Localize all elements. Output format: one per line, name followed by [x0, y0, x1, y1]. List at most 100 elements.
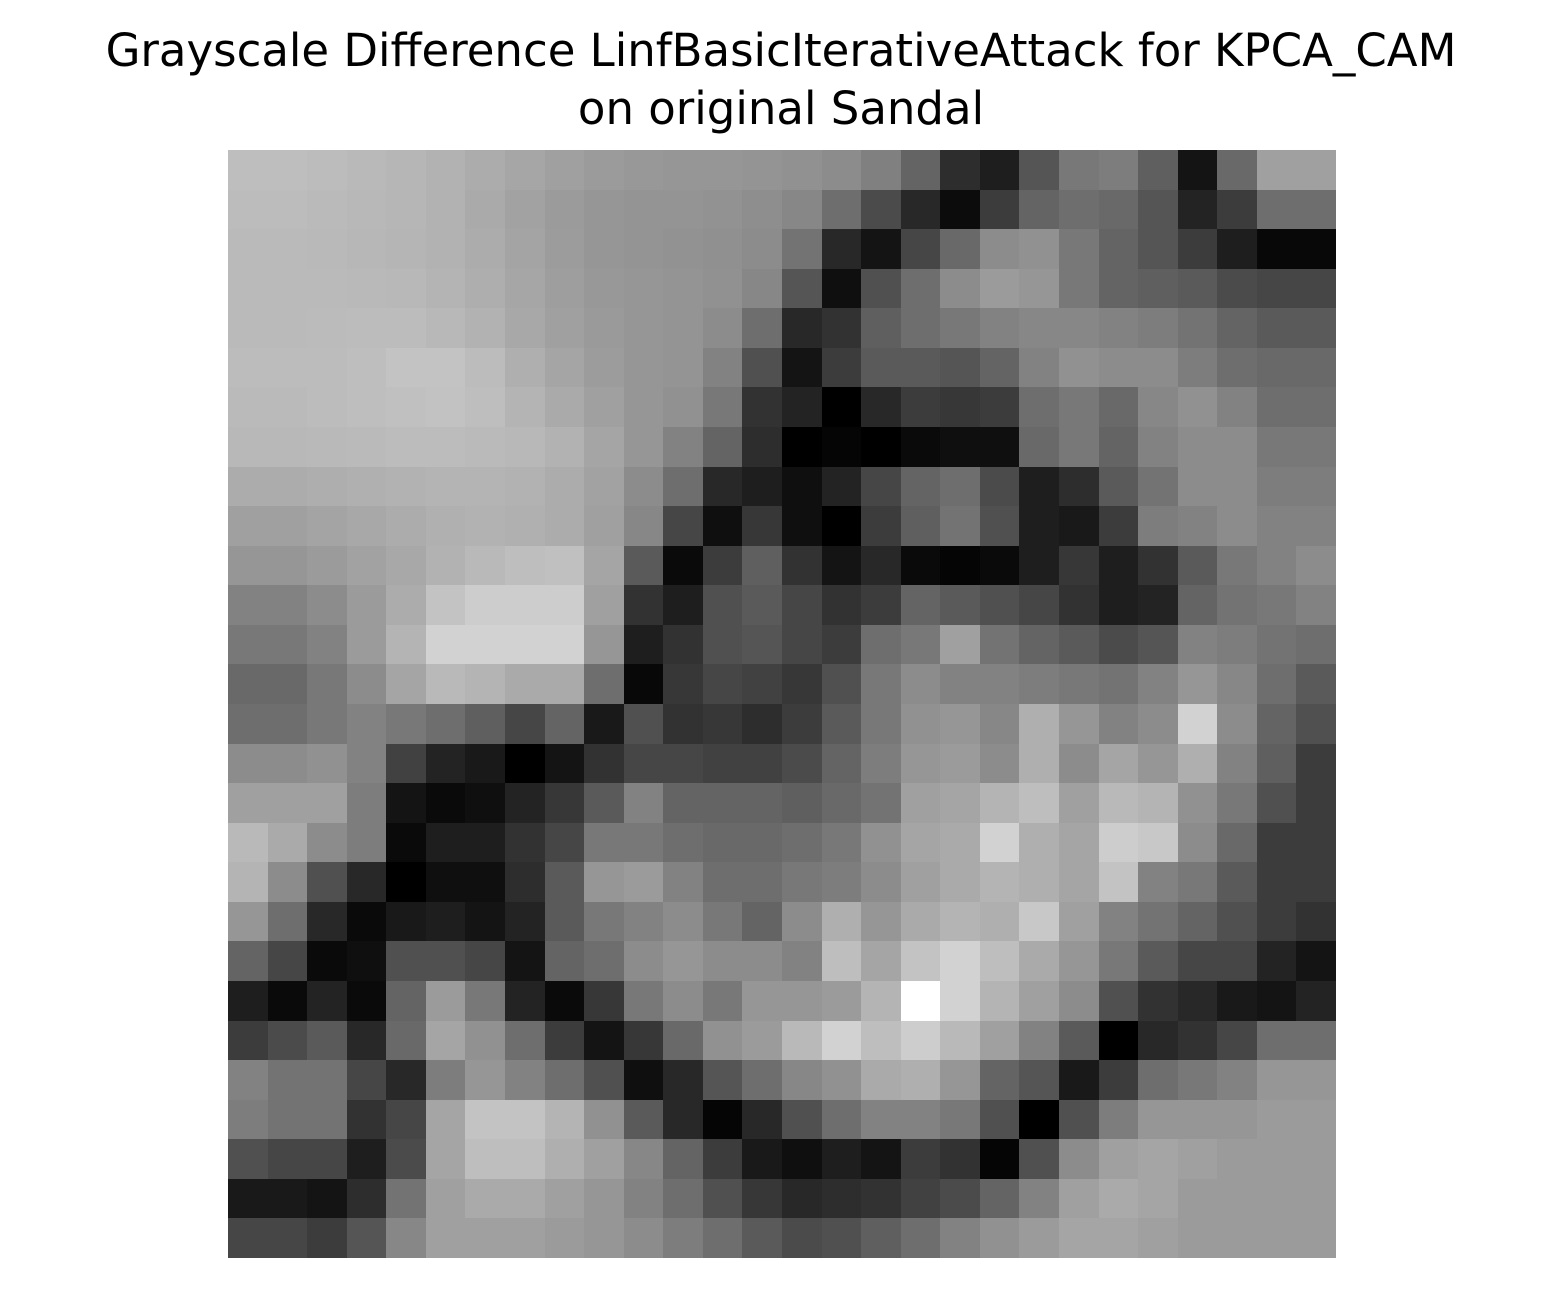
- heatmap-cell-r26-c13: [742, 1179, 782, 1218]
- heatmap-cell-r25-c24: [1178, 1139, 1217, 1179]
- heatmap-cell-r19-c20: [1019, 902, 1059, 941]
- heatmap-cell-r21-c18: [940, 981, 980, 1021]
- heatmap-cell-r18-c2: [307, 862, 347, 902]
- heatmap-cell-r5-c14: [782, 348, 822, 387]
- heatmap-cell-r11-c19: [980, 585, 1019, 625]
- heatmap-cell-r5-c9: [584, 348, 624, 387]
- heatmap-cell-r5-c27: [1296, 348, 1336, 387]
- heatmap-cell-r26-c11: [663, 1179, 703, 1218]
- heatmap-cell-r2-c2: [307, 229, 347, 269]
- heatmap-cell-r25-c0: [228, 1139, 268, 1179]
- heatmap-cell-r23-c9: [584, 1060, 624, 1100]
- heatmap-cell-r5-c18: [940, 348, 980, 387]
- heatmap-cell-r8-c2: [307, 467, 347, 506]
- heatmap-cell-r26-c17: [901, 1179, 940, 1218]
- heatmap-cell-r10-c5: [426, 546, 465, 585]
- heatmap-cell-r16-c19: [980, 783, 1019, 823]
- heatmap-cell-r0-c17: [901, 150, 940, 190]
- heatmap-cell-r15-c26: [1257, 744, 1296, 783]
- heatmap-cell-r22-c26: [1257, 1021, 1296, 1060]
- heatmap-cell-r23-c25: [1217, 1060, 1257, 1100]
- heatmap-cell-r27-c0: [228, 1218, 268, 1258]
- heatmap-cell-r17-c6: [465, 823, 505, 862]
- heatmap-cell-r19-c24: [1178, 902, 1217, 941]
- heatmap-cell-r13-c26: [1257, 664, 1296, 704]
- heatmap-cell-r16-c0: [228, 783, 268, 823]
- heatmap-cell-r20-c10: [624, 941, 663, 981]
- heatmap-cell-r1-c12: [703, 190, 742, 229]
- heatmap-cell-r8-c20: [1019, 467, 1059, 506]
- heatmap-cell-r4-c14: [782, 308, 822, 348]
- heatmap-cell-r8-c8: [545, 467, 584, 506]
- heatmap-cell-r2-c7: [505, 229, 545, 269]
- heatmap-cell-r10-c14: [782, 546, 822, 585]
- heatmap-cell-r26-c26: [1257, 1179, 1296, 1218]
- heatmap-cell-r0-c3: [347, 150, 386, 190]
- heatmap-cell-r6-c11: [663, 387, 703, 427]
- heatmap-cell-r3-c24: [1178, 269, 1217, 308]
- heatmap-cell-r3-c9: [584, 269, 624, 308]
- heatmap-cell-r4-c26: [1257, 308, 1296, 348]
- heatmap-cell-r17-c22: [1099, 823, 1138, 862]
- heatmap-cell-r9-c21: [1059, 506, 1099, 546]
- heatmap-cell-r20-c14: [782, 941, 822, 981]
- heatmap-cell-r2-c20: [1019, 229, 1059, 269]
- heatmap-cell-r4-c16: [861, 308, 901, 348]
- heatmap-cell-r1-c16: [861, 190, 901, 229]
- heatmap-cell-r5-c24: [1178, 348, 1217, 387]
- heatmap-cell-r15-c2: [307, 744, 347, 783]
- heatmap-cell-r1-c0: [228, 190, 268, 229]
- heatmap-cell-r10-c12: [703, 546, 742, 585]
- heatmap-cell-r19-c22: [1099, 902, 1138, 941]
- heatmap-cell-r12-c23: [1138, 625, 1178, 664]
- heatmap-cell-r21-c12: [703, 981, 742, 1021]
- heatmap-cell-r6-c19: [980, 387, 1019, 427]
- heatmap-cell-r24-c22: [1099, 1100, 1138, 1139]
- heatmap-cell-r24-c19: [980, 1100, 1019, 1139]
- heatmap-cell-r2-c0: [228, 229, 268, 269]
- heatmap-cell-r20-c15: [822, 941, 861, 981]
- heatmap-cell-r5-c1: [268, 348, 307, 387]
- heatmap-cell-r11-c1: [268, 585, 307, 625]
- heatmap-cell-r18-c11: [663, 862, 703, 902]
- heatmap-cell-r23-c12: [703, 1060, 742, 1100]
- heatmap-cell-r8-c12: [703, 467, 742, 506]
- heatmap-cell-r21-c9: [584, 981, 624, 1021]
- heatmap-cell-r8-c21: [1059, 467, 1099, 506]
- heatmap-cell-r0-c21: [1059, 150, 1099, 190]
- heatmap-cell-r11-c5: [426, 585, 465, 625]
- heatmap-cell-r22-c24: [1178, 1021, 1217, 1060]
- heatmap-cell-r3-c23: [1138, 269, 1178, 308]
- heatmap-cell-r0-c24: [1178, 150, 1217, 190]
- heatmap-cell-r10-c0: [228, 546, 268, 585]
- heatmap-cell-r22-c1: [268, 1021, 307, 1060]
- heatmap-cell-r2-c6: [465, 229, 505, 269]
- heatmap-cell-r9-c14: [782, 506, 822, 546]
- heatmap-cell-r27-c25: [1217, 1218, 1257, 1258]
- heatmap-cell-r17-c13: [742, 823, 782, 862]
- heatmap-cell-r26-c19: [980, 1179, 1019, 1218]
- heatmap-cell-r25-c2: [307, 1139, 347, 1179]
- heatmap-cell-r15-c12: [703, 744, 742, 783]
- heatmap-cell-r18-c1: [268, 862, 307, 902]
- heatmap-cell-r4-c24: [1178, 308, 1217, 348]
- heatmap-cell-r5-c3: [347, 348, 386, 387]
- heatmap-cell-r7-c4: [386, 427, 426, 467]
- heatmap-cell-r8-c6: [465, 467, 505, 506]
- heatmap-cell-r17-c14: [782, 823, 822, 862]
- heatmap-cell-r20-c22: [1099, 941, 1138, 981]
- heatmap-cell-r15-c21: [1059, 744, 1099, 783]
- heatmap-cell-r9-c0: [228, 506, 268, 546]
- heatmap-cell-r21-c1: [268, 981, 307, 1021]
- heatmap-cell-r12-c7: [505, 625, 545, 664]
- heatmap-cell-r0-c0: [228, 150, 268, 190]
- heatmap-cell-r15-c24: [1178, 744, 1217, 783]
- heatmap-cell-r25-c21: [1059, 1139, 1099, 1179]
- heatmap-cell-r0-c26: [1257, 150, 1296, 190]
- heatmap-cell-r3-c21: [1059, 269, 1099, 308]
- heatmap-cell-r19-c15: [822, 902, 861, 941]
- heatmap-cell-r14-c8: [545, 704, 584, 744]
- heatmap-cell-r2-c23: [1138, 229, 1178, 269]
- heatmap-cell-r11-c17: [901, 585, 940, 625]
- heatmap-cell-r5-c6: [465, 348, 505, 387]
